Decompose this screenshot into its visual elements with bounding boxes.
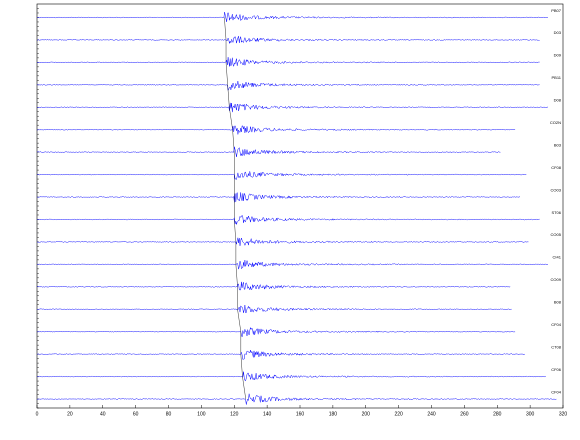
x-tick-label: 240 — [427, 411, 436, 417]
station-label: CF04 — [551, 389, 562, 394]
pick-line — [229, 107, 233, 130]
station-label: CF04 — [551, 322, 562, 327]
station-label: CO05 — [551, 232, 562, 237]
waveform — [37, 57, 540, 68]
station-label: CF06 — [551, 367, 562, 372]
x-tick-label: 260 — [460, 411, 469, 417]
pick-line — [224, 17, 227, 40]
x-tick-label: 140 — [263, 411, 272, 417]
station-label: CT08 — [551, 344, 562, 349]
station-label: D03 — [554, 30, 562, 35]
x-tick-label: 180 — [329, 411, 338, 417]
waveform — [36, 260, 549, 270]
waveform — [36, 371, 547, 382]
x-tick-label: 60 — [133, 411, 139, 417]
x-tick-label: 280 — [493, 411, 502, 417]
x-tick-label: 220 — [394, 411, 403, 417]
x-tick-label: 120 — [230, 411, 239, 417]
x-tick-label: 320 — [559, 411, 568, 417]
waveform — [36, 80, 540, 92]
waveform — [36, 281, 511, 291]
x-tick-label: 100 — [197, 411, 206, 417]
station-label: PB11 — [552, 75, 562, 80]
pick-line — [234, 219, 237, 242]
waveform — [37, 304, 512, 314]
pick-line — [225, 62, 228, 85]
station-label: CI41 — [553, 255, 562, 260]
waveform — [36, 349, 525, 360]
station-label: D08 — [554, 98, 562, 103]
waveform — [36, 125, 516, 135]
station-label: CO03 — [551, 187, 562, 192]
station-label: CO09 — [551, 277, 562, 282]
station-label: D09 — [554, 53, 562, 58]
plot-frame — [36, 3, 564, 409]
pick-line — [227, 84, 230, 108]
station-label: CF08 — [551, 165, 562, 170]
waveform — [36, 12, 548, 23]
waveform — [37, 171, 527, 181]
x-tick-label: 20 — [67, 411, 73, 417]
waveform — [36, 326, 516, 337]
x-tick-label: 0 — [36, 411, 39, 417]
x-tick-label: 200 — [362, 411, 371, 417]
station-label: B03 — [554, 142, 562, 147]
station-label: B08 — [554, 300, 562, 305]
waveform — [36, 393, 557, 405]
pick-line — [237, 309, 242, 332]
x-tick-label: 80 — [166, 411, 172, 417]
x-tick-label: 160 — [296, 411, 305, 417]
pick-line — [242, 376, 246, 400]
waveform — [36, 237, 529, 246]
waveform — [36, 35, 540, 44]
pick-line — [240, 354, 243, 377]
waveform — [36, 192, 521, 203]
waveform — [36, 214, 540, 225]
waveform — [36, 146, 501, 157]
station-label: CO2N — [550, 120, 561, 125]
station-label: ST06 — [551, 210, 561, 215]
x-tick-label: 40 — [100, 411, 106, 417]
waveform — [37, 102, 548, 113]
station-label: PB07 — [551, 8, 562, 13]
x-tick-label: 300 — [526, 411, 535, 417]
pick-line — [235, 264, 238, 287]
